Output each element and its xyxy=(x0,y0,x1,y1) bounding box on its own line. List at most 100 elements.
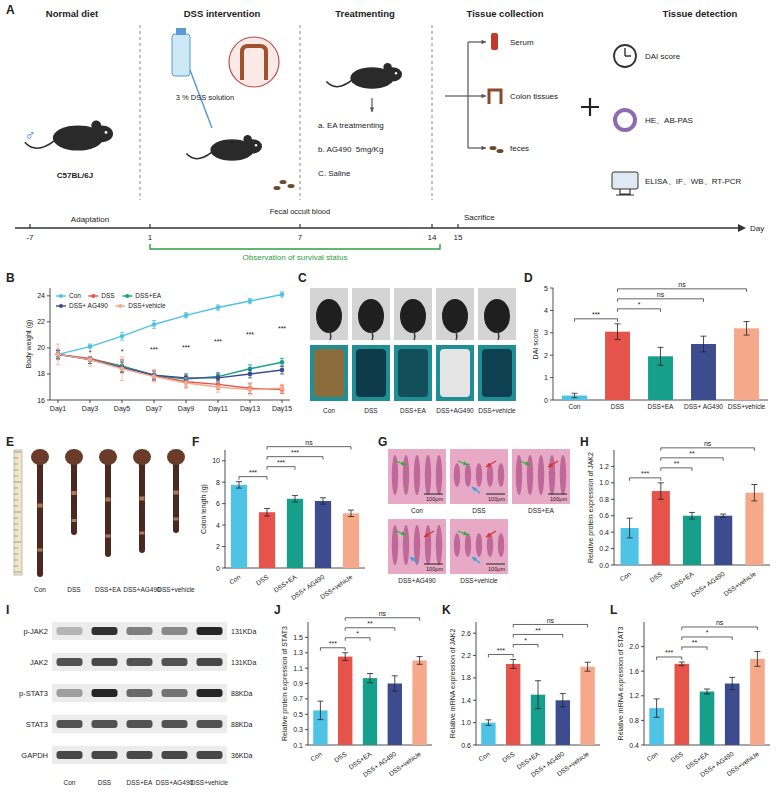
category-label: Con xyxy=(477,750,491,763)
tick-label: 1.8 xyxy=(461,674,471,681)
timeline-tick xyxy=(149,224,150,228)
serum-tube xyxy=(491,33,498,50)
panel-letter: I xyxy=(6,603,9,617)
ruler-tick xyxy=(14,470,18,471)
histology-tile xyxy=(512,449,570,504)
significance-label: ns xyxy=(678,281,686,288)
bottle-cap xyxy=(176,28,186,35)
bar xyxy=(714,516,732,565)
observation-bracket xyxy=(150,244,440,249)
legend-marker xyxy=(59,304,63,308)
blot-strip xyxy=(52,684,227,702)
band xyxy=(127,751,153,759)
arrow xyxy=(486,461,496,467)
bar xyxy=(674,664,689,745)
cecum xyxy=(65,449,83,465)
bar xyxy=(481,723,495,745)
marker xyxy=(120,366,125,371)
ruler-tick xyxy=(14,512,21,513)
tick-label: Day3 xyxy=(82,405,98,413)
plot-area xyxy=(231,482,359,568)
panel-letter: B xyxy=(6,271,15,285)
error-bar xyxy=(689,512,695,519)
tick-label: 0.2 xyxy=(599,545,609,552)
clock-icon xyxy=(614,45,636,67)
ruler-tick xyxy=(14,500,18,501)
significance-bracket xyxy=(618,309,661,312)
error-bar xyxy=(56,352,60,357)
tick-label: Day5 xyxy=(114,405,130,413)
legend-marker xyxy=(59,294,63,298)
histology-tile xyxy=(450,519,508,574)
tick xyxy=(222,525,225,526)
category-label: DSS xyxy=(501,750,517,764)
bar xyxy=(750,659,765,745)
significance-label: *** xyxy=(329,640,337,647)
error-bar xyxy=(654,699,660,717)
tick xyxy=(641,720,644,721)
tile-label: DSS+vehicle xyxy=(460,577,498,584)
tick-label: 24 xyxy=(37,292,45,299)
mouse-tail xyxy=(329,330,331,340)
annotation: *** xyxy=(182,344,190,351)
significance-bracket xyxy=(661,458,723,461)
arrow xyxy=(472,487,480,493)
axis-title: Relative protein expression of STAT3 xyxy=(281,626,289,741)
tick xyxy=(641,695,644,696)
annotation-bg xyxy=(88,349,93,356)
occult-blood-tray xyxy=(394,345,432,401)
significance-label: * xyxy=(638,301,641,308)
error-bar xyxy=(720,514,726,517)
x-tick xyxy=(122,400,123,403)
bar xyxy=(691,344,716,400)
category-label: Con xyxy=(309,750,323,763)
colon-segment xyxy=(106,498,111,538)
marker xyxy=(280,368,285,373)
crypt xyxy=(414,525,420,565)
clock-hands xyxy=(625,48,631,56)
category-label: Con xyxy=(228,573,242,586)
colon xyxy=(173,462,179,530)
plot-area xyxy=(313,653,427,745)
bar xyxy=(734,328,759,400)
tick-label: 0 xyxy=(216,565,220,572)
crypt xyxy=(465,533,471,557)
tick-label: Day13 xyxy=(240,405,260,413)
arrow xyxy=(410,557,418,563)
annotation: *** xyxy=(246,331,254,338)
connector xyxy=(445,95,468,96)
marker xyxy=(56,352,61,357)
band xyxy=(127,689,153,697)
band xyxy=(197,658,223,666)
significance-bracket xyxy=(661,468,692,471)
y-axis xyxy=(553,288,554,400)
error-bar xyxy=(280,292,284,297)
significance-bracket xyxy=(267,457,323,460)
size-label: 36KDa xyxy=(231,752,253,759)
error-bar xyxy=(627,518,633,538)
row-label: GAPDH xyxy=(21,751,48,760)
photo-label: Con xyxy=(323,407,335,414)
feces-icon xyxy=(288,184,295,188)
mouse-tail xyxy=(497,330,499,340)
y-axis xyxy=(614,450,615,565)
tick xyxy=(611,532,614,533)
arrow-head xyxy=(486,463,491,467)
marker xyxy=(184,381,189,386)
colon xyxy=(71,462,77,532)
significance-label: *** xyxy=(291,449,299,456)
axis-title: DAI score xyxy=(532,329,539,360)
significance-bracket xyxy=(661,448,755,451)
tick-label: 1 xyxy=(544,374,548,381)
band xyxy=(197,627,223,635)
bar xyxy=(338,657,352,745)
x-tick xyxy=(154,400,155,403)
error-bar xyxy=(679,662,685,666)
category-label: DSS+vehicle xyxy=(319,573,354,600)
bar xyxy=(315,501,331,568)
tick-label: 1.6 xyxy=(629,668,639,675)
x-tick xyxy=(90,400,91,403)
crypt xyxy=(538,455,544,495)
significance-bracket xyxy=(657,657,682,660)
significance-bracket xyxy=(575,319,618,322)
